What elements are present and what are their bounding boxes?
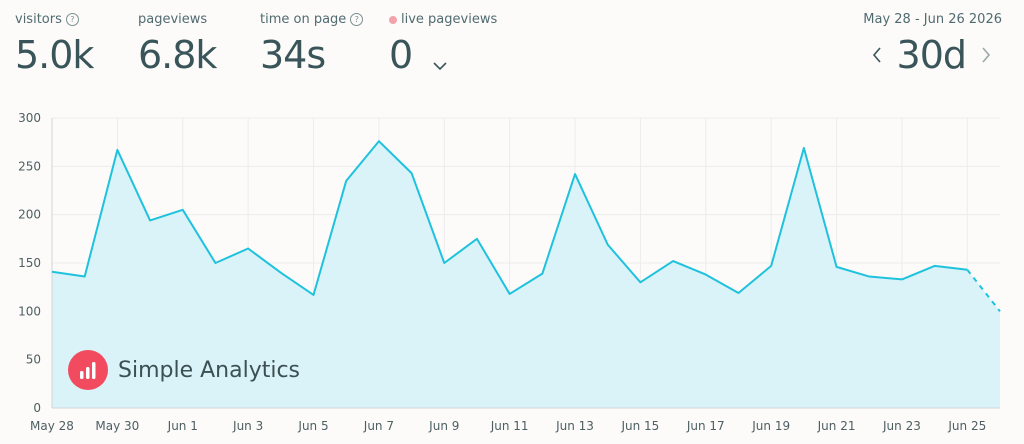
info-icon[interactable]: ? — [65, 13, 79, 26]
x-tick-label: May 28 — [30, 419, 74, 433]
y-tick-label: 200 — [18, 208, 41, 222]
x-tick-label: Jun 11 — [490, 419, 529, 433]
brand-logo: Simple Analytics — [68, 350, 300, 390]
stat-pageviews: pageviews 6.8k — [138, 12, 217, 77]
stat-label: pageviews — [138, 12, 208, 27]
stat-value: 0 — [389, 33, 413, 77]
y-tick-label: 250 — [18, 159, 41, 173]
x-tick-label: Jun 17 — [686, 419, 725, 433]
period-selector: 30d — [869, 30, 994, 80]
x-tick-label: May 30 — [95, 419, 139, 433]
stat-label: live pageviews — [401, 12, 498, 27]
y-tick-label: 50 — [26, 353, 41, 367]
series-area — [52, 141, 1000, 408]
chevron-down-icon[interactable] — [433, 36, 447, 80]
live-dot-icon — [389, 15, 397, 24]
x-tick-label: Jun 25 — [947, 419, 986, 433]
series-line-partial — [966, 269, 1001, 312]
info-icon[interactable]: ? — [350, 13, 364, 26]
x-tick-label: Jun 23 — [882, 419, 921, 433]
visitors-chart: 0 50 100 150 200 250 300 May 28 May 30 Jun 1 Jun 3… — [18, 111, 1001, 433]
x-tick-label: Jun 9 — [428, 419, 459, 433]
x-tick-label: Jun 5 — [297, 419, 328, 433]
y-tick-label: 300 — [18, 111, 41, 125]
x-tick-label: Jun 7 — [363, 419, 394, 433]
chevron-right-icon[interactable] — [978, 45, 994, 65]
x-tick-label: Jun 1 — [167, 419, 198, 433]
stat-visitors: visitors ? 5.0k — [15, 12, 94, 77]
x-tick-label: Jun 3 — [232, 419, 263, 433]
stat-label: time on page — [260, 12, 347, 27]
y-tick-label: 100 — [18, 304, 41, 318]
y-tick-label: 0 — [33, 401, 41, 415]
y-tick-label: 150 — [18, 256, 41, 270]
stat-time-on-page: time on page ? 34s — [260, 12, 364, 77]
period-value[interactable]: 30d — [896, 33, 967, 77]
stat-value: 5.0k — [15, 33, 94, 77]
x-tick-label: Jun 13 — [555, 419, 594, 433]
x-tick-label: Jun 19 — [751, 419, 790, 433]
series-line — [51, 140, 968, 296]
x-tick-label: Jun 21 — [817, 419, 856, 433]
stat-live-pageviews: live pageviews 0 — [389, 12, 497, 80]
x-tick-label: Jun 15 — [620, 419, 659, 433]
stat-value: 34s — [260, 33, 326, 77]
chevron-left-icon[interactable] — [869, 45, 885, 65]
bar-chart-icon — [68, 350, 108, 390]
stat-label: visitors — [15, 12, 62, 27]
brand-name: Simple Analytics — [118, 357, 301, 383]
date-range-label: May 28 - Jun 26 2026 — [863, 12, 1002, 27]
stat-value: 6.8k — [138, 33, 217, 77]
